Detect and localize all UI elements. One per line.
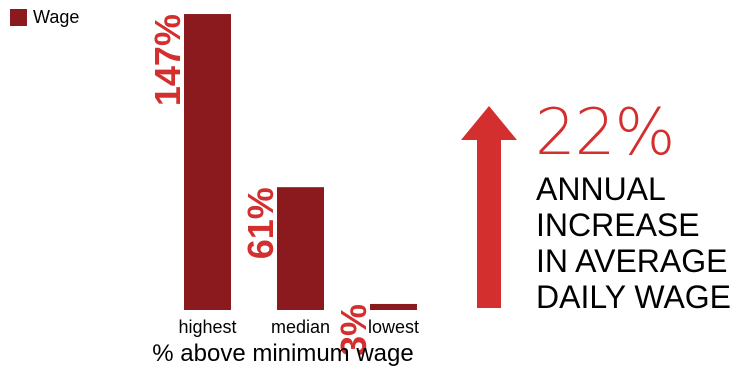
x-tick-label: highest [178, 317, 236, 337]
up-arrow-icon [461, 106, 517, 308]
data-label-median: 61% [240, 187, 281, 259]
stat-line-4: DAILY WAGE [536, 279, 732, 315]
x-tick-label: lowest [368, 317, 419, 337]
stat-line-2: INCREASE [536, 207, 700, 243]
x-tick-label: median [271, 317, 330, 337]
data-label-lowest: 3% [333, 304, 374, 356]
bar-median [277, 187, 324, 310]
x-axis-title: % above minimum wage [152, 340, 413, 367]
stat-value: 22% [535, 96, 675, 170]
legend-label: Wage [33, 7, 80, 27]
stat-line-1: ANNUAL [536, 171, 666, 207]
bar-lowest [370, 303, 417, 310]
stat-callout: 22% ANNUAL INCREASE IN AVERAGE DAILY WAG… [453, 96, 738, 315]
legend: Wage [10, 7, 79, 27]
legend-swatch [10, 8, 27, 26]
bar-chart: 147% highest 61% median 3%lowest % above mini… [147, 14, 419, 367]
data-label-highest: 147% [147, 14, 188, 106]
bar-highest [184, 14, 231, 310]
arrow-shape [461, 106, 517, 308]
stat-line-3: IN AVERAGE [536, 243, 728, 279]
